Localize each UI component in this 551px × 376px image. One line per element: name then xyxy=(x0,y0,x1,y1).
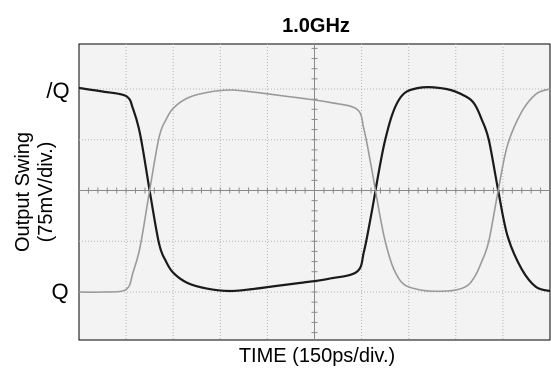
y-tick-label-bottom: Q xyxy=(51,279,68,304)
y-axis-label: Output Swing (75mV/div.) xyxy=(12,132,57,252)
series-line-1 xyxy=(78,86,551,293)
chart-title: 1.0GHz xyxy=(282,15,350,37)
series-line-2 xyxy=(78,88,551,293)
y-axis-label-line2: (75mV/div.) xyxy=(35,142,57,243)
series-layer xyxy=(78,86,551,293)
x-axis-label: TIME (150ps/div.) xyxy=(239,345,395,367)
y-axis-label-line1: Output Swing xyxy=(12,132,34,252)
center-axes xyxy=(79,44,550,340)
y-tick-label-top: /Q xyxy=(46,78,69,103)
